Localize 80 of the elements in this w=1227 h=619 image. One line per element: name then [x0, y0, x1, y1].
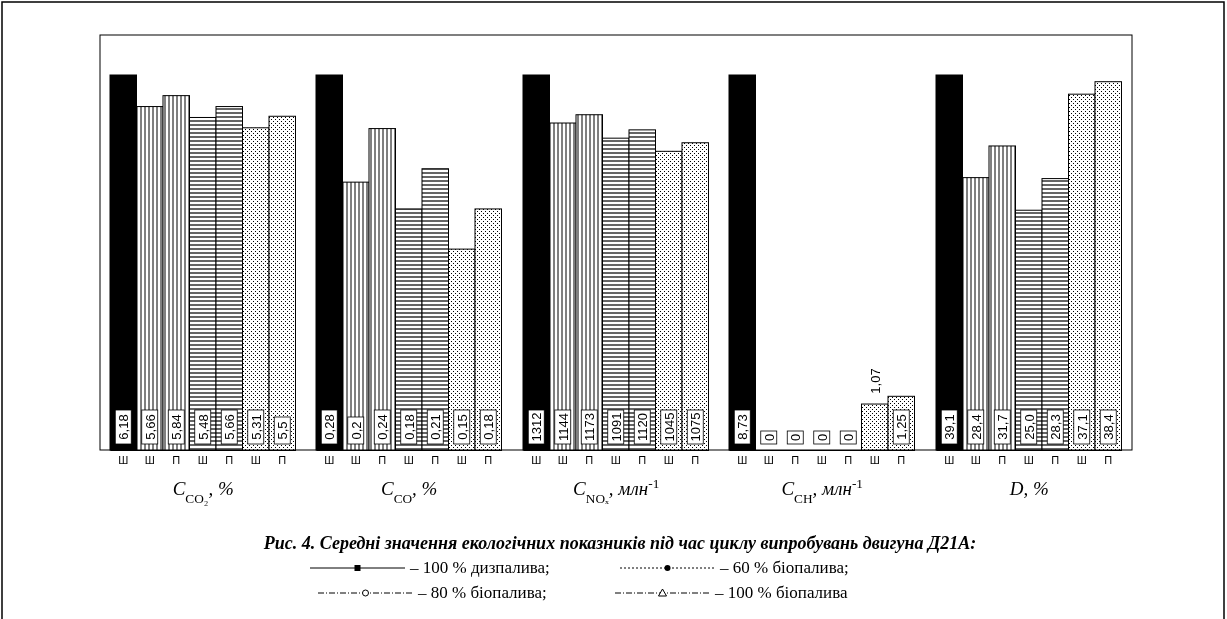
data-label: 1045 [661, 412, 677, 442]
x-tick-label: Ш [250, 453, 261, 466]
x-tick-label: Ш [970, 453, 981, 466]
data-label: 5,31 [248, 414, 264, 440]
x-tick-label: П [897, 453, 906, 466]
x-axis-title: D, % [1008, 478, 1049, 499]
data-label: 0 [841, 433, 857, 442]
data-label: 0 [761, 433, 777, 442]
data-label: 1,25 [894, 414, 910, 440]
data-label: 1312 [529, 412, 545, 442]
x-tick-label: Ш [351, 453, 362, 466]
x-tick-label: Ш [816, 453, 827, 466]
x-tick-label: Ш [197, 453, 208, 466]
data-label: 0,18 [481, 414, 497, 440]
data-label: 0,15 [455, 414, 471, 440]
x-tick-label: П [997, 453, 1006, 466]
x-tick-label: Ш [869, 453, 880, 466]
x-axis-title: C$_{CO₂}$, % [172, 478, 234, 506]
data-label: 28,4 [968, 414, 984, 440]
data-label: 1091 [608, 412, 624, 442]
data-label: 0,21 [428, 414, 444, 440]
x-tick-label: Ш [943, 453, 954, 466]
data-label: 39,1 [941, 414, 957, 440]
data-label: 1144 [555, 413, 571, 441]
x-tick-label: П [585, 453, 594, 466]
data-label: 0 [814, 433, 830, 442]
x-tick-label: П [378, 453, 387, 466]
data-label: 38,4 [1100, 414, 1116, 440]
data-label: 0,28 [322, 414, 338, 440]
x-tick-label: Ш [1023, 453, 1034, 466]
data-label: 1075 [688, 412, 704, 442]
x-tick-label: П [844, 453, 853, 466]
x-tick-label: П [638, 453, 647, 466]
x-tick-label: П [172, 453, 181, 466]
x-tick-label: П [484, 453, 493, 466]
x-tick-label: Ш [457, 453, 468, 466]
data-label: 37,1 [1074, 414, 1090, 440]
x-axis-title: C$_{CO}$, % [381, 478, 438, 506]
x-tick-label: Ш [1076, 453, 1087, 466]
x-tick-label: Ш [737, 453, 748, 466]
data-label: 0,2 [349, 421, 365, 440]
data-label: 25,0 [1021, 414, 1037, 440]
text: – 80 % біопалива; [417, 583, 547, 602]
x-tick-label: П [791, 453, 800, 466]
x-tick-label: Ш [610, 453, 621, 466]
text: – 60 % біопалива; [719, 558, 849, 577]
x-axis-title: C$_{CH}$, млн$^{-1}$ [781, 475, 864, 506]
text: – 100 % біопалива [714, 583, 848, 602]
x-tick-label: Ш [118, 453, 129, 466]
data-label: 31,7 [994, 414, 1010, 440]
x-tick-label: П [1103, 453, 1112, 466]
data-label: 1120 [635, 413, 651, 441]
data-label: 5,84 [169, 414, 185, 440]
x-tick-label: Ш [404, 453, 415, 466]
text: Рис. 4. Середні значення екологічних показників під час циклу випробувань двигуна Д21А: [262, 533, 977, 553]
data-label: 0,24 [375, 414, 391, 440]
text: – 100 % дизпалива; [409, 558, 550, 577]
data-label: 0,18 [402, 414, 418, 440]
data-label: 5,66 [142, 414, 158, 440]
x-tick-label: Ш [531, 453, 542, 466]
x-tick-label: П [225, 453, 234, 466]
x-axis-title: C$_{NOₓ}$, млн$^{-1}$ [572, 475, 660, 506]
data-label: 5,66 [222, 414, 238, 440]
data-label: 5,5 [275, 421, 291, 440]
data-label: 6,18 [116, 414, 132, 440]
x-tick-label: Ш [324, 453, 335, 466]
data-label: 28,3 [1047, 414, 1063, 440]
x-tick-label: Ш [663, 453, 674, 466]
data-label: 0 [788, 433, 804, 442]
data-label: 1173 [582, 413, 598, 441]
x-tick-label: Ш [144, 453, 155, 466]
x-tick-label: П [278, 453, 287, 466]
x-tick-label: П [1050, 453, 1059, 466]
data-label: 8,73 [735, 414, 751, 440]
x-tick-label: П [691, 453, 700, 466]
x-tick-label: Ш [557, 453, 568, 466]
data-label: 1,07 [867, 368, 883, 394]
x-tick-label: Ш [763, 453, 774, 466]
x-tick-label: П [431, 453, 440, 466]
data-label: 5,48 [195, 414, 211, 440]
